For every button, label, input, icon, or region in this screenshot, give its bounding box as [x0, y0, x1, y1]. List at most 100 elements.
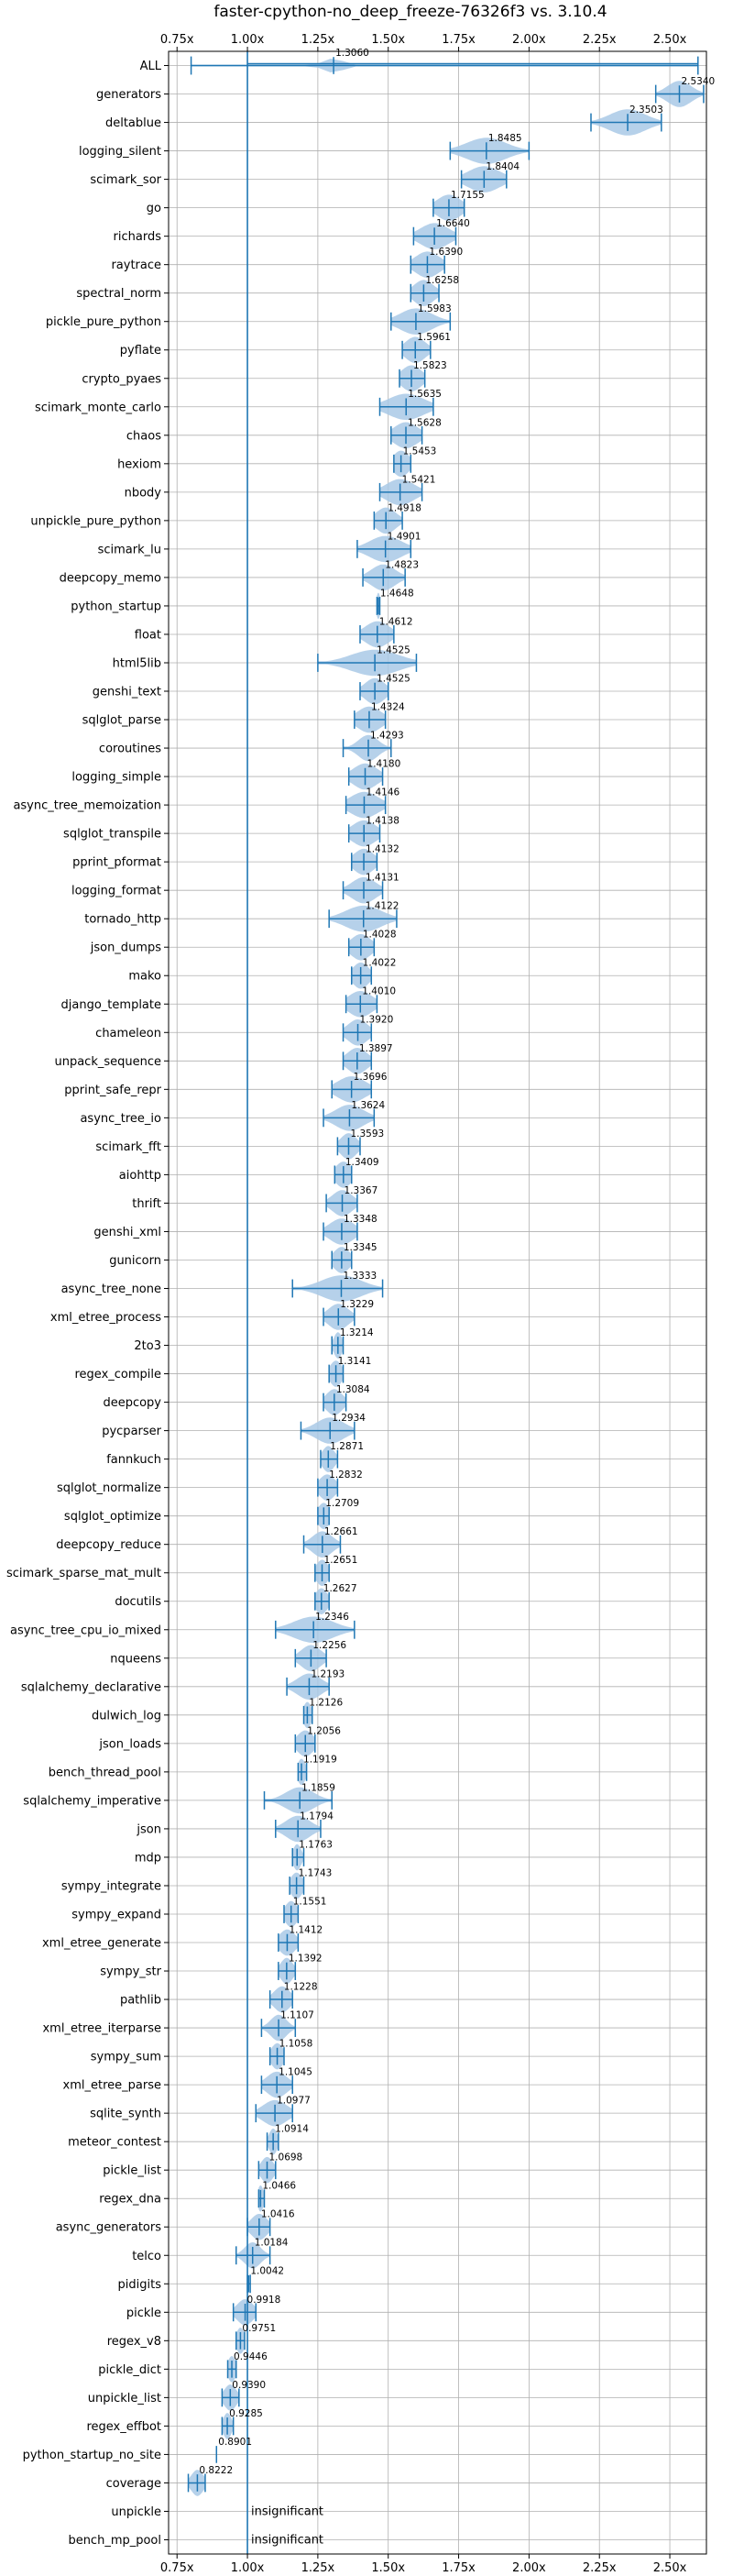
category-label: unpickle [111, 2505, 161, 2519]
x-tick-label-bottom: 1.25x [301, 2561, 335, 2575]
category-label: scimark_sparse_mat_mult [6, 1567, 161, 1580]
category-label: sympy_integrate [61, 1879, 161, 1893]
data-label: 1.4648 [380, 588, 414, 599]
data-label: 1.1794 [300, 1811, 334, 1822]
category-label: json_dumps [90, 941, 161, 955]
category-label: richards [114, 230, 162, 244]
data-label: 1.4918 [388, 502, 421, 513]
data-label: 1.3920 [360, 1015, 394, 1026]
data-label: 1.1107 [280, 2010, 314, 2021]
violin-scimark_sparse_mat_mult [314, 1559, 330, 1586]
data-label: insignificant [251, 2533, 323, 2547]
category-label: pickle_pure_python [46, 315, 161, 329]
violin-regex_dna [257, 2185, 266, 2212]
violin-genshi_text [359, 677, 389, 705]
category-label: regex_v8 [107, 2335, 161, 2349]
violin-sqlglot_optimize [317, 1503, 330, 1529]
violin-pprint_pformat [351, 848, 378, 875]
data-label: 1.3214 [340, 1327, 374, 1338]
data-label: 1.1412 [289, 1924, 323, 1935]
violin-thrift [325, 1190, 358, 1216]
category-label: sqlite_synth [90, 2108, 161, 2121]
plot-frame [168, 50, 707, 2555]
category-label: 2to3 [134, 1339, 161, 1353]
category-label: bench_thread_pool [49, 1766, 161, 1779]
data-label: 1.3084 [336, 1384, 370, 1395]
x-tick-label-bottom: 1.75x [442, 2561, 476, 2575]
tick-label-layer: 0.75x 0.75x 1.00x 1.00x 1.25x 1.25x 1.50x 1.50x… [160, 33, 687, 2575]
data-label: 1.4028 [363, 930, 397, 941]
category-label: pickle_dict [98, 2363, 161, 2377]
category-label: gunicorn [109, 1254, 161, 1268]
data-label: 1.0184 [255, 2238, 289, 2249]
violin-json_dumps [347, 933, 376, 961]
violin-async_tree_cpu_io_mixed [275, 1616, 356, 1643]
x-tick-label-top: 1.50x [371, 33, 405, 47]
x-tick-label-top: 2.00x [512, 33, 546, 47]
category-label: deltablue [105, 116, 161, 130]
category-label: hexiom [117, 457, 161, 471]
category-label: deepcopy_reduce [56, 1538, 161, 1552]
data-label: 1.3409 [345, 1157, 379, 1168]
violin-logging_simple [347, 763, 384, 790]
category-label: chaos [126, 429, 161, 443]
category-label: chameleon [95, 1027, 161, 1040]
data-label: 1.6258 [425, 275, 459, 286]
category-label: deepcopy [103, 1396, 161, 1410]
violin-sqlalchemy_declarative [286, 1673, 330, 1701]
category-label: pickle_list [103, 2164, 161, 2178]
violin-nbody [378, 479, 423, 506]
data-label: 1.2126 [309, 1697, 343, 1708]
data-label: 1.0977 [277, 2096, 311, 2107]
data-label: 1.8485 [488, 133, 522, 144]
category-label: dulwich_log [92, 1709, 161, 1723]
violin-deepcopy_reduce [302, 1531, 342, 1558]
data-label: 1.7155 [451, 190, 485, 201]
x-tick-label-bottom: 1.50x [371, 2561, 405, 2575]
data-label: 1.2651 [324, 1555, 358, 1566]
data-label: 1.3060 [335, 48, 369, 59]
x-tick-label-bottom: 1.00x [231, 2561, 265, 2575]
violin-xml_etree_iterparse [260, 2014, 297, 2042]
data-label: 1.4612 [379, 616, 413, 627]
data-label: 1.0914 [275, 2124, 309, 2135]
category-label: sqlglot_parse [82, 714, 161, 728]
reference-layer [246, 51, 698, 2554]
violin-json [275, 1815, 322, 1843]
category-label: ALL [140, 60, 162, 73]
violin-pickle [232, 2299, 257, 2326]
data-label: 1.3696 [354, 1072, 388, 1083]
violin-deltablue [590, 109, 662, 136]
category-label: html5lib [113, 656, 161, 670]
violin-regex_compile [328, 1360, 345, 1387]
category-label: async_tree_io [80, 1112, 161, 1126]
data-label: 1.6390 [429, 247, 463, 258]
data-label: 1.4180 [367, 759, 401, 770]
violin-generators [654, 81, 705, 107]
category-label: scimark_lu [98, 543, 161, 556]
data-label: 1.1763 [299, 1839, 333, 1850]
category-label: unpickle_pure_python [30, 514, 161, 528]
category-label: regex_dna [99, 2193, 161, 2207]
data-label: 1.1919 [303, 1754, 337, 1765]
axes-layer [164, 47, 707, 2559]
x-tick-label-top: 2.50x [653, 33, 687, 47]
category-label: pprint_pformat [72, 856, 161, 870]
data-label: 1.4146 [366, 787, 399, 798]
data-label: 1.3141 [338, 1356, 372, 1367]
category-label: thrift [132, 1197, 161, 1211]
category-label-layer: ALL generators deltablue logging_silentscim… [6, 60, 162, 2548]
violin-meteor_contest [266, 2128, 279, 2155]
category-label: genshi_text [93, 686, 161, 699]
category-label: pycparser [102, 1425, 161, 1438]
violin-scimark_lu [356, 535, 412, 563]
category-label: regex_effbot [86, 2420, 161, 2434]
data-label: 1.0416 [261, 2209, 295, 2220]
category-label: unpickle_list [88, 2392, 161, 2405]
violin-unpack_sequence [342, 1048, 373, 1074]
x-tick-label-bottom: 2.25x [583, 2561, 617, 2575]
data-label: 1.2627 [323, 1583, 357, 1594]
violin-nqueens [294, 1645, 327, 1672]
data-label: 1.3348 [344, 1214, 377, 1225]
category-label: sympy_str [100, 1965, 161, 1979]
